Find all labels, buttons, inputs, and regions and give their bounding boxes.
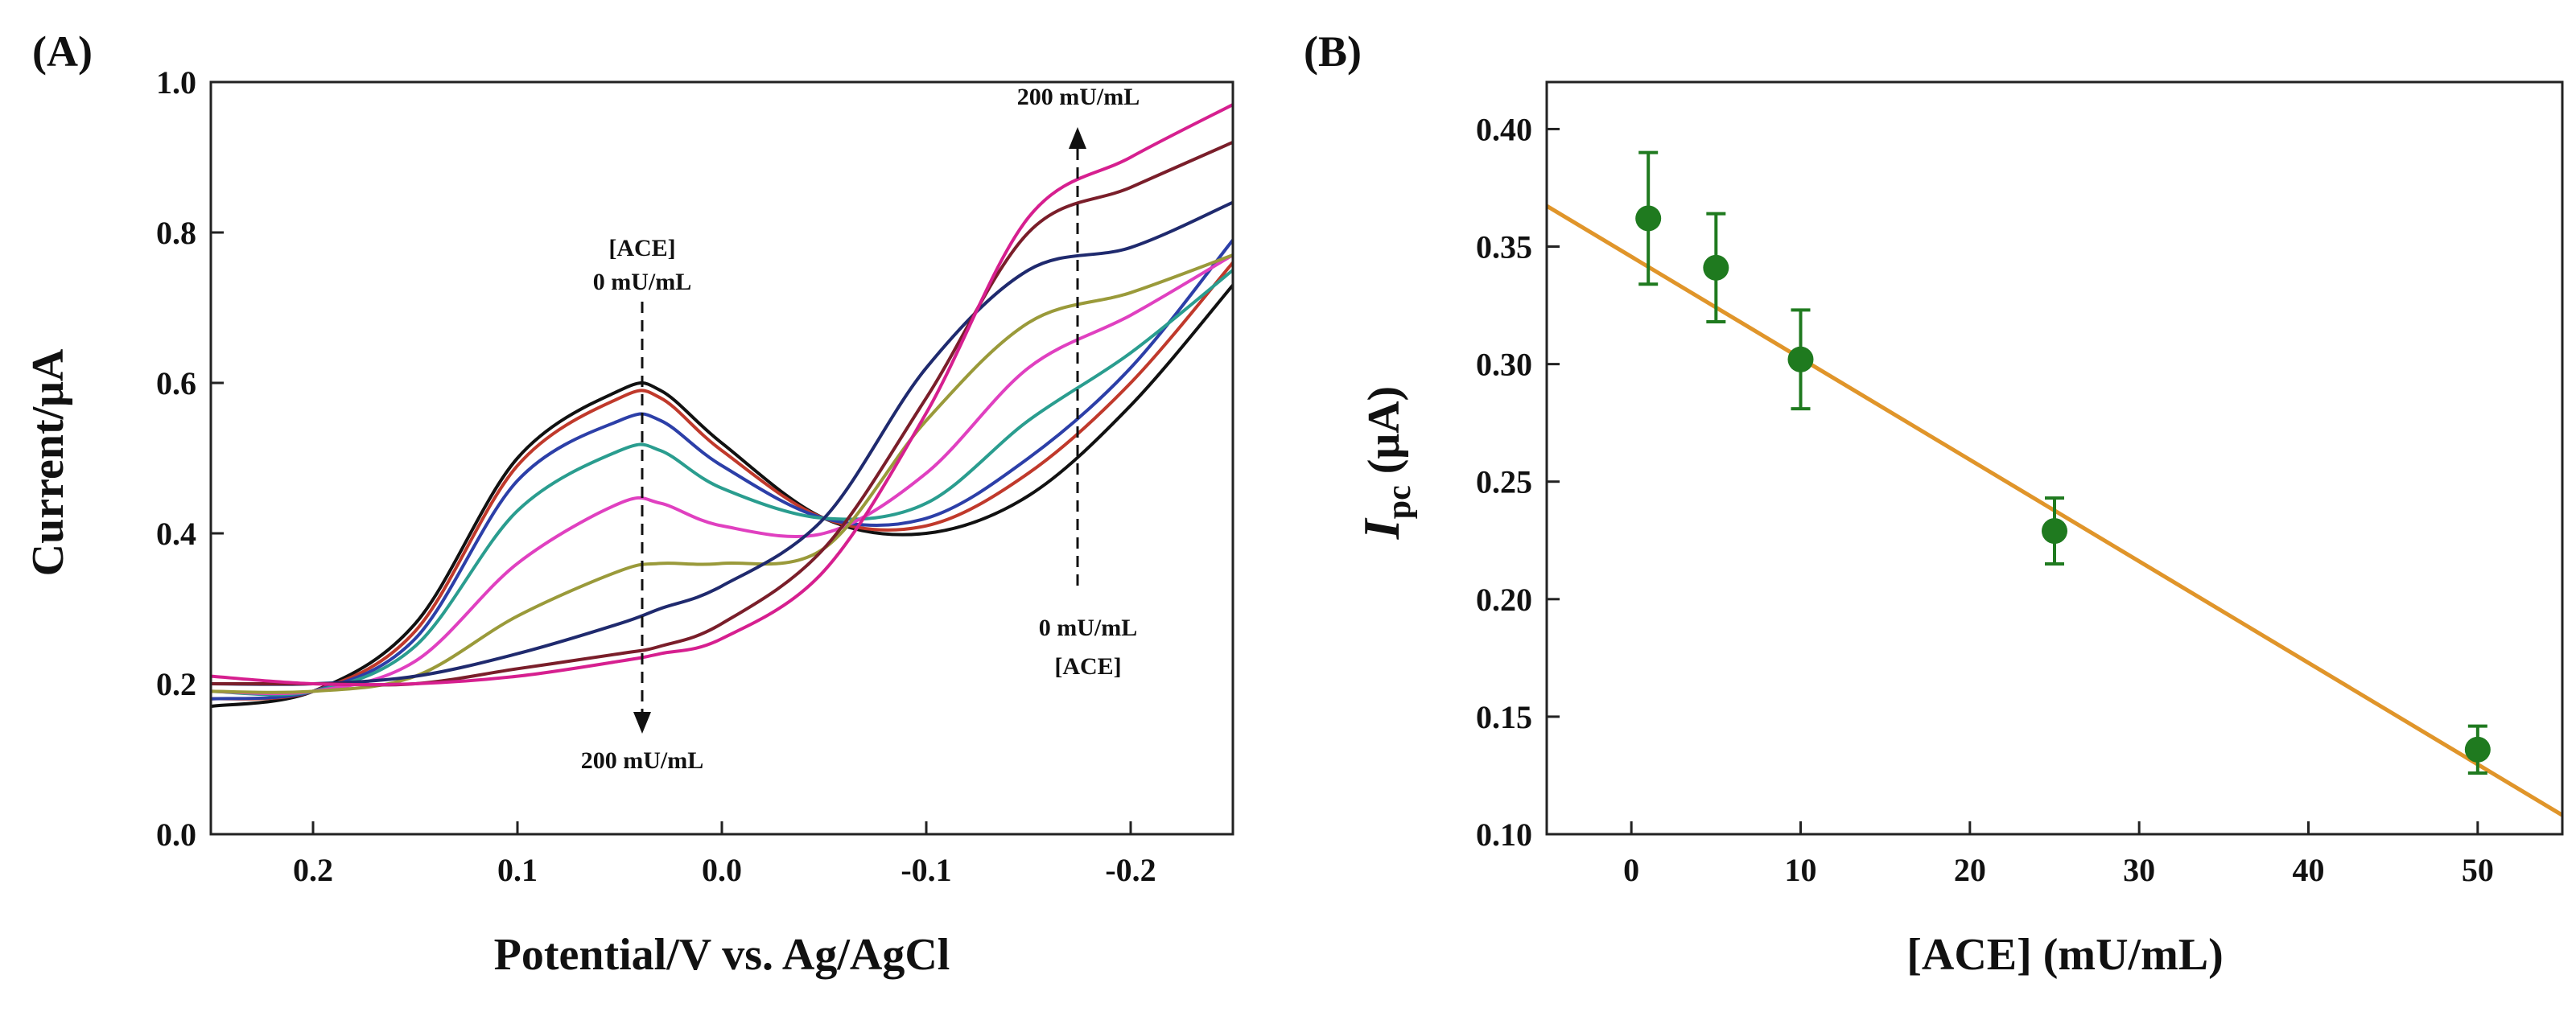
b-data-point [1787, 346, 1814, 372]
a-series-line [210, 253, 1234, 694]
annot-right-arrowhead [1069, 127, 1086, 149]
annot-peak-bottom: 200 mU/mL [581, 747, 704, 774]
panel-b-marks [1545, 150, 2564, 817]
panel-b-label: (B) [1304, 27, 1362, 76]
a-series-line [210, 269, 1234, 697]
a-y-tick-label: 0.8 [156, 215, 196, 251]
b-x-tick-label: 10 [1785, 852, 1817, 888]
b-x-tick-label: 50 [2462, 852, 2494, 888]
a-series-line [210, 261, 1234, 701]
annot-right-bottom: 0 mU/mL [1039, 615, 1138, 641]
annot-peak-ace: [ACE] [608, 235, 675, 261]
panel-b-ticks: 0 10 20 30 40 50 0.10 0.15 0.20 0.25 0.30 0.35 0.40 [1476, 111, 2494, 888]
b-data-point [2042, 518, 2067, 545]
b-data-point [1703, 254, 1729, 281]
panel-a-curves [210, 103, 1234, 709]
panel-a-frame [209, 80, 1234, 836]
y-label-unit: (μA) [1359, 386, 1409, 474]
panel-a-label: (A) [32, 27, 93, 76]
annot-peak-top: 0 mU/mL [593, 269, 692, 295]
annot-right-ace: [ACE] [1054, 653, 1121, 680]
b-x-tick-label: 20 [1954, 852, 1986, 888]
a-y-tick-label: 0.4 [156, 516, 196, 552]
a-y-tick-label: 0.2 [156, 666, 196, 702]
a-y-tick-label: 1.0 [156, 64, 196, 101]
annot-right-top: 200 mU/mL [1017, 84, 1140, 110]
b-y-tick-label: 0.40 [1476, 111, 1532, 147]
b-x-tick-label: 30 [2123, 852, 2155, 888]
panel-b-y-axis-label: Ipc (μA) [1353, 386, 1418, 540]
a-y-tick-label: 0.6 [156, 365, 196, 401]
a-x-tick-label: 0.1 [497, 852, 538, 888]
a-y-tick-label: 0.0 [156, 817, 196, 853]
a-series-line [210, 239, 1234, 701]
svg-text:Ipc(μA): Ipc (μA) [1353, 386, 1418, 540]
b-x-tick-label: 40 [2293, 852, 2325, 888]
b-y-tick-label: 0.10 [1476, 817, 1532, 853]
y-label-main: I [1353, 517, 1410, 540]
y-label-sub: pc [1381, 485, 1418, 519]
panel-a-annotations: [ACE] 0 mU/mL 200 mU/mL 200 mU/mL 0 mU/m… [581, 84, 1140, 774]
panel-b-frame [1545, 80, 2564, 836]
a-series-line [210, 253, 1234, 696]
panel-a-y-axis-label: Current/μA [23, 348, 73, 576]
a-series-line [210, 284, 1234, 709]
a-series-line [210, 103, 1234, 687]
annot-peak-arrowhead [633, 712, 651, 734]
panel-a: (A) Potential/V vs. Ag/AgCl Current/μA 0… [23, 27, 1234, 980]
a-x-tick-label: 0.2 [293, 852, 333, 888]
panel-b: (B) [ACE] (mU/mL) Ipc (μA) 0 10 20 30 40 50 0.1… [1304, 27, 2564, 980]
b-x-tick-label: 0 [1623, 852, 1639, 888]
a-series-line [210, 200, 1234, 686]
b-y-tick-label: 0.20 [1476, 582, 1532, 618]
b-y-tick-label: 0.15 [1476, 699, 1532, 735]
a-x-tick-label: -0.2 [1105, 852, 1156, 888]
panel-a-x-axis-label: Potential/V vs. Ag/AgCl [494, 930, 950, 980]
panel-b-x-axis-label: [ACE] (mU/mL) [1906, 930, 2223, 980]
b-y-tick-label: 0.25 [1476, 464, 1532, 500]
panel-a-ticks: 0.2 0.1 0.0 -0.1 -0.2 0.0 0.2 0.4 0.6 0.8 1.0 [156, 64, 1156, 888]
a-x-tick-label: -0.1 [901, 852, 951, 888]
a-x-tick-label: 0.0 [702, 852, 742, 888]
b-y-tick-label: 0.35 [1476, 229, 1532, 265]
b-data-point [2464, 736, 2491, 763]
b-data-point [1635, 205, 1662, 232]
b-y-tick-label: 0.30 [1476, 347, 1532, 383]
